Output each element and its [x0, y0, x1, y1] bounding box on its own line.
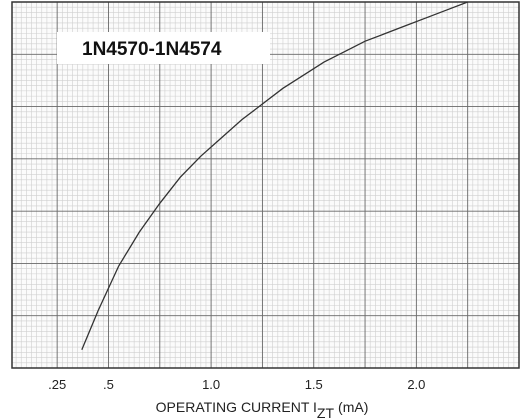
x-axis-title-text: OPERATING CURRENT I [156, 399, 317, 415]
plot-frame [11, 1, 520, 369]
fine-grid [12, 1, 520, 368]
x-tick-label: 1.0 [202, 377, 220, 392]
series-line [81, 1, 468, 350]
x-axis-title-unit: (mA) [338, 399, 368, 415]
x-tick-label: .5 [103, 377, 114, 392]
x-tick-labels: .25 .5 1.0 1.5 2.0 [48, 377, 425, 392]
x-tick-label: .25 [48, 377, 66, 392]
chart-title: 1N4570-1N4574 [82, 39, 222, 60]
x-axis-title: OPERATING CURRENT IZT (mA) [156, 399, 369, 420]
x-axis-title-sub: ZT [317, 405, 335, 420]
x-tick-label: 1.5 [305, 377, 323, 392]
x-tick-label: 2.0 [407, 377, 425, 392]
chart-title-box: 1N4570-1N4574 [57, 32, 270, 64]
